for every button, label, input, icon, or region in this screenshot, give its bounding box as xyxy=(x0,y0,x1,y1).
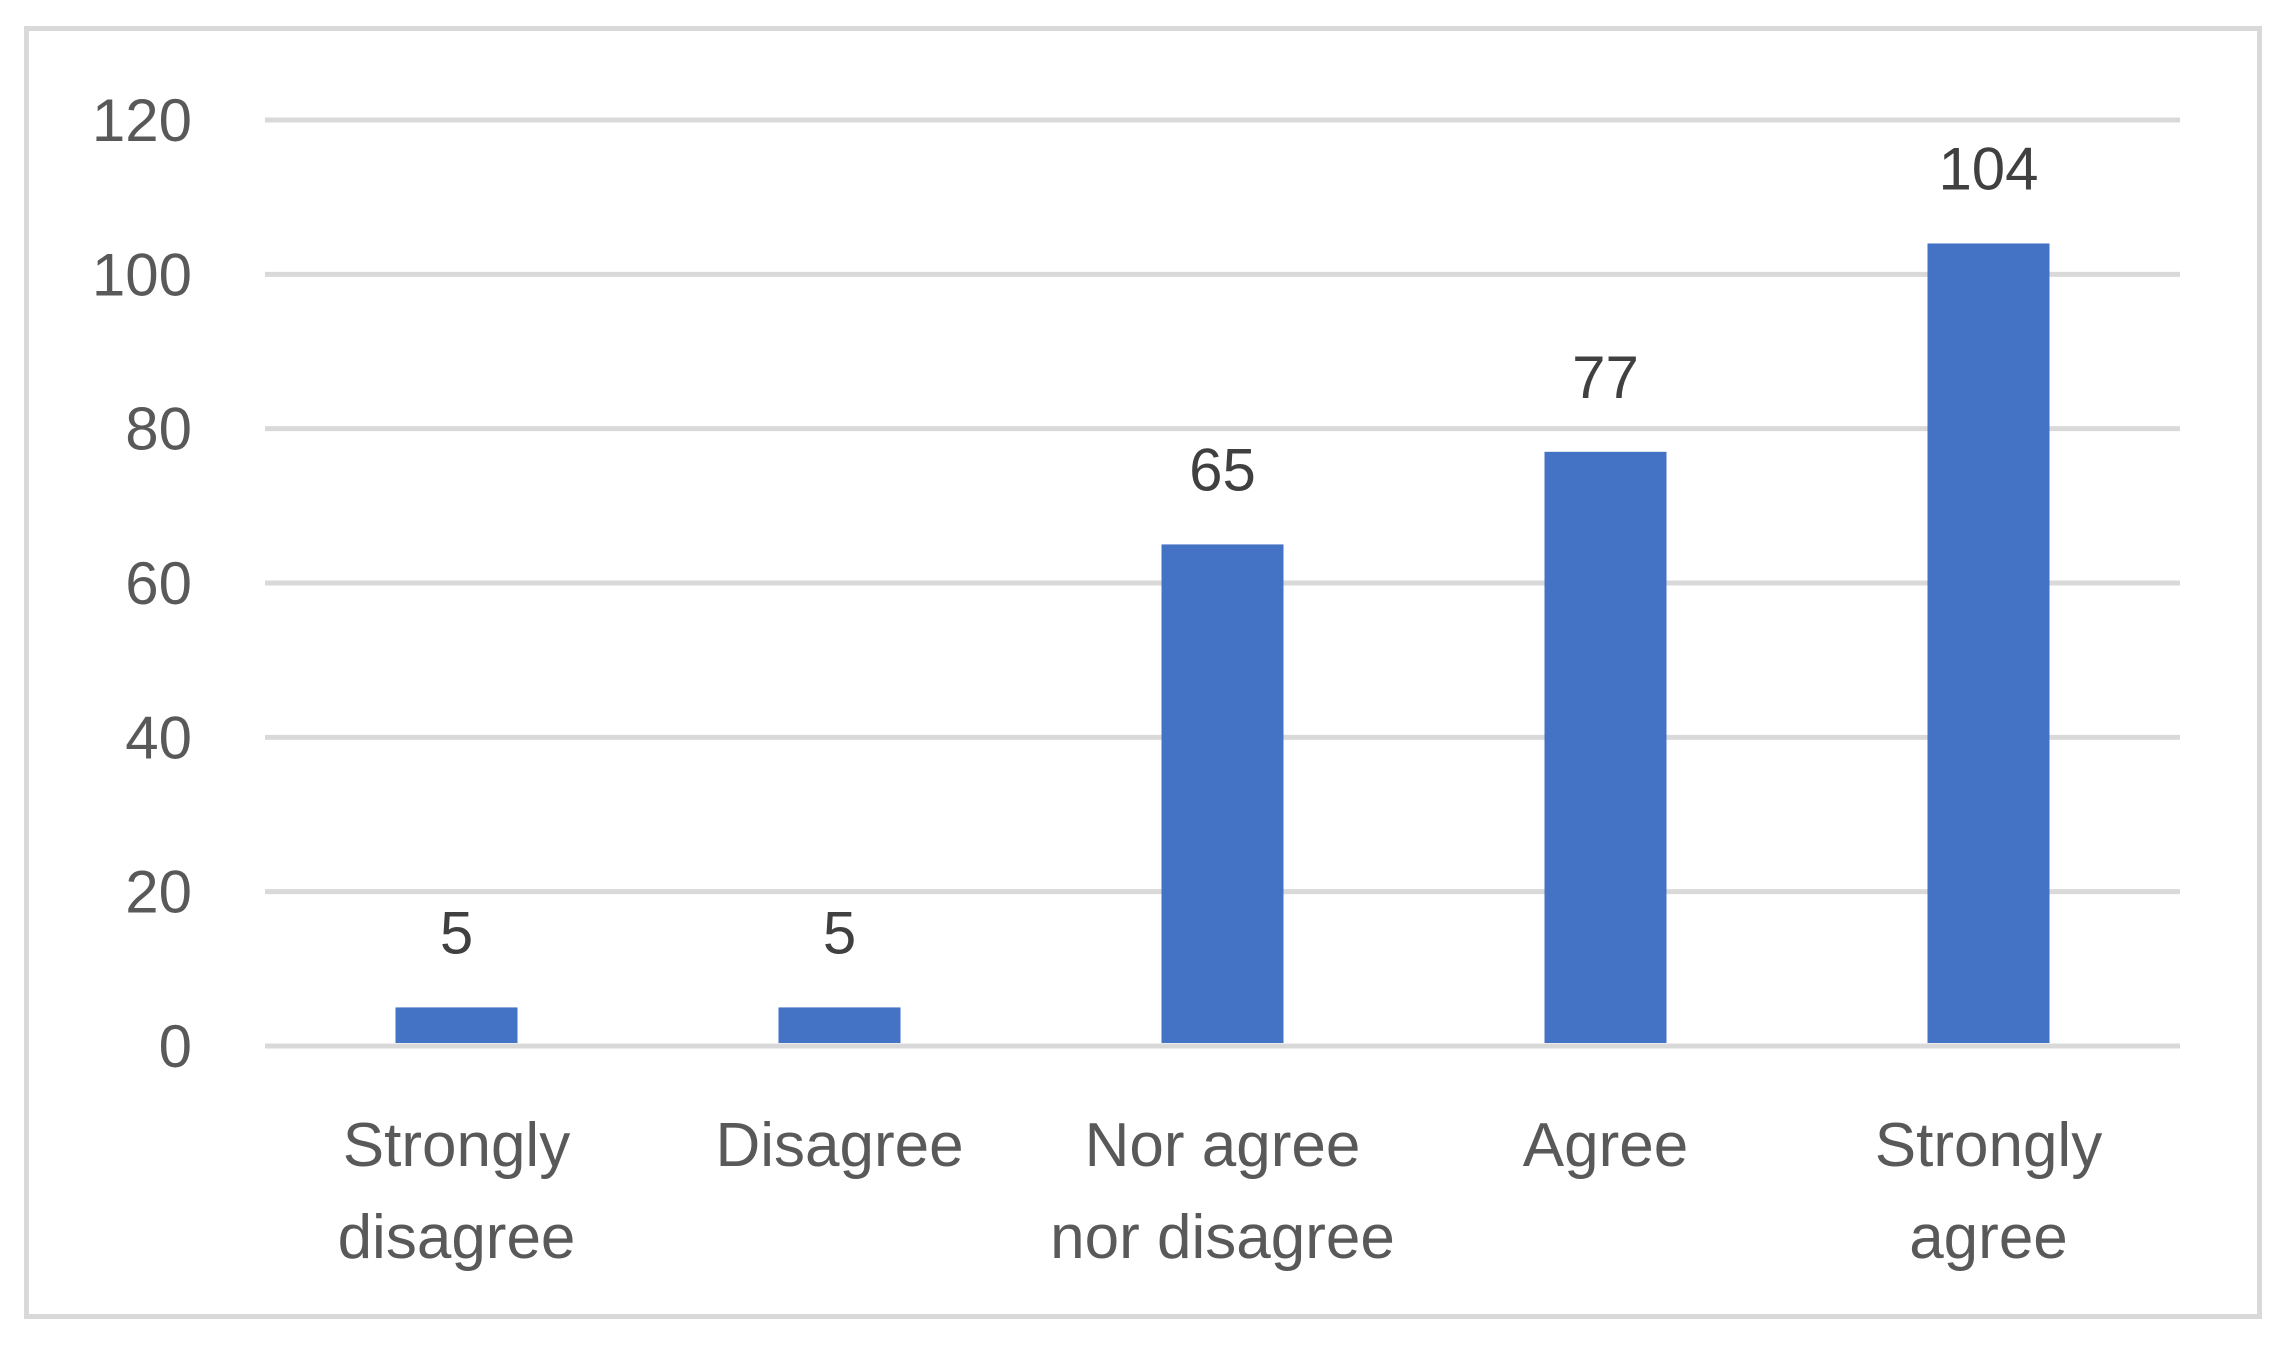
y-axis-tick-labels: 0 20 40 60 80 100 120 xyxy=(92,87,192,1080)
chart-frame xyxy=(24,26,2262,1319)
bar xyxy=(778,1007,901,1043)
data-label: 104 xyxy=(1938,135,2038,202)
x-category-label: disagree xyxy=(338,1203,576,1272)
x-category-label: Strongly xyxy=(343,1111,570,1180)
bar xyxy=(1544,451,1667,1044)
data-label: 77 xyxy=(1572,344,1639,411)
y-tick-label: 0 xyxy=(159,1013,192,1080)
bars xyxy=(395,243,2050,1044)
bar xyxy=(1161,544,1284,1043)
y-tick-label: 60 xyxy=(125,550,192,617)
x-category-label: Strongly xyxy=(1875,1111,2102,1180)
y-tick-label: 80 xyxy=(125,396,192,463)
y-tick-label: 40 xyxy=(125,704,192,771)
x-category-label: agree xyxy=(1909,1203,2068,1272)
x-category-label: nor disagree xyxy=(1050,1203,1395,1272)
bar xyxy=(1927,243,2050,1043)
bar xyxy=(395,1007,518,1043)
gridlines xyxy=(265,117,2180,1049)
category-labels: Strongly disagree Disagree Nor agree nor dis… xyxy=(338,1111,2103,1272)
y-tick-label: 120 xyxy=(92,87,192,154)
y-tick-label: 20 xyxy=(125,859,192,926)
data-label: 5 xyxy=(440,899,473,966)
data-label: 5 xyxy=(823,899,856,966)
data-labels: 5 5 65 77 104 xyxy=(440,135,2039,966)
x-category-label: Disagree xyxy=(715,1111,963,1180)
data-label: 65 xyxy=(1189,436,1256,503)
x-category-label: Agree xyxy=(1523,1111,1688,1180)
x-category-label: Nor agree xyxy=(1085,1111,1361,1180)
y-tick-label: 100 xyxy=(92,241,192,308)
